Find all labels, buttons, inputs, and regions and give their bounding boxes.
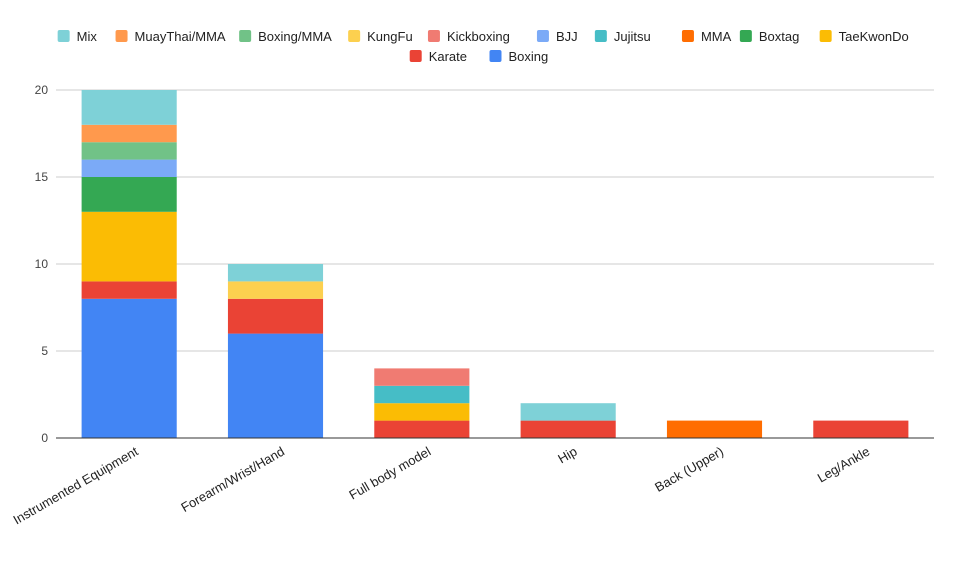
- bar-leg-ankle-karate[interactable]: [813, 420, 909, 438]
- legend-item-muaythai-mma[interactable]: MuayThai/MMA: [115, 29, 226, 44]
- bar-full-body-model-kickboxing[interactable]: [374, 368, 470, 386]
- legend-label: Boxing: [509, 49, 549, 64]
- bar-instrumented-equipment-boxtag[interactable]: [81, 177, 177, 212]
- bar-instrumented-equipment-karate[interactable]: [81, 281, 177, 299]
- legend-swatch: [239, 30, 252, 42]
- legend-swatch: [409, 50, 422, 62]
- legend-item-kungfu[interactable]: KungFu: [348, 29, 413, 44]
- bar-forearm-wrist-hand-kungfu[interactable]: [227, 281, 324, 299]
- y-tick-label: 20: [35, 83, 49, 97]
- bar-instrumented-equipment-mix[interactable]: [81, 90, 177, 125]
- legend-label: Jujitsu: [614, 29, 651, 44]
- legend-label: Kickboxing: [447, 29, 510, 44]
- legend-item-mix[interactable]: Mix: [57, 29, 98, 44]
- legend-item-jujitsu[interactable]: Jujitsu: [594, 29, 651, 44]
- legend-swatch: [115, 30, 128, 42]
- bar-full-body-model-karate[interactable]: [374, 420, 470, 438]
- x-axis: Instrumented Equipment Forearm/Wrist/Hand…: [11, 437, 934, 527]
- bar-full-body-model-jujitsu[interactable]: [374, 385, 470, 404]
- bar-instrumented-equipment-boxing-mma[interactable]: [81, 142, 177, 160]
- x-tick-label-hip: Hip: [555, 444, 579, 467]
- bars: [81, 90, 909, 438]
- x-tick-label-instrumented-equipment: Instrumented Equipment: [11, 443, 141, 527]
- x-tick-label-full-body-model: Full body model: [346, 444, 433, 503]
- bar-forearm-wrist-hand-karate[interactable]: [227, 298, 324, 334]
- legend-label: MuayThai/MMA: [135, 29, 226, 44]
- legend-swatch: [427, 30, 440, 42]
- x-tick-label-forearm-wrist-hand: Forearm/Wrist/Hand: [178, 444, 287, 515]
- legend-swatch: [739, 30, 752, 42]
- legend-swatch: [819, 30, 832, 42]
- legend-swatch: [594, 30, 607, 42]
- bar-instrumented-equipment-taekwondo[interactable]: [81, 211, 177, 282]
- legend-item-kickboxing[interactable]: Kickboxing: [427, 29, 510, 44]
- y-tick-label: 0: [41, 431, 48, 445]
- y-tick-label: 5: [41, 344, 48, 358]
- bar-instrumented-equipment-muaythai-mma[interactable]: [81, 124, 177, 143]
- bar-back-upper-mma[interactable]: [666, 420, 763, 438]
- x-tick-label-leg-ankle: Leg/Ankle: [815, 444, 873, 486]
- y-tick-label: 15: [35, 170, 49, 184]
- bar-full-body-model-taekwondo[interactable]: [374, 403, 470, 421]
- legend-label: MMA: [701, 29, 732, 44]
- x-tick-label-back-upper: Back (Upper): [652, 444, 726, 495]
- legend-item-mma[interactable]: MMA: [681, 29, 732, 44]
- legend-item-taekwondo[interactable]: TaeKwonDo: [819, 29, 909, 44]
- legend-item-boxtag[interactable]: Boxtag: [739, 29, 799, 44]
- legend-item-boxing[interactable]: Boxing: [489, 49, 549, 64]
- legend-item-karate[interactable]: Karate: [409, 49, 467, 64]
- legend-label: Karate: [429, 49, 467, 64]
- legend-label: Boxing/MMA: [258, 29, 332, 44]
- bar-forearm-wrist-hand-boxing[interactable]: [227, 333, 324, 438]
- legend-label: Mix: [77, 29, 98, 44]
- bar-hip-karate[interactable]: [520, 420, 616, 438]
- y-axis: 0 5 10 15 20: [35, 83, 49, 445]
- bar-instrumented-equipment-bjj[interactable]: [81, 159, 177, 177]
- legend-label: TaeKwonDo: [839, 29, 909, 44]
- legend-swatch: [348, 30, 361, 42]
- legend-swatch: [681, 30, 694, 42]
- legend-item-boxing-mma[interactable]: Boxing/MMA: [239, 29, 332, 44]
- legend-swatch: [489, 50, 502, 62]
- legend-label: KungFu: [367, 29, 413, 44]
- legend-item-bjj[interactable]: BJJ: [536, 29, 578, 44]
- y-tick-label: 10: [35, 257, 49, 271]
- legend-label: BJJ: [556, 29, 578, 44]
- bar-hip-mix[interactable]: [520, 403, 616, 421]
- gridlines: [56, 89, 934, 352]
- legend-swatch: [57, 30, 70, 42]
- legend: Mix MuayThai/MMA Boxing/MMA KungFu Kickboxin…: [57, 29, 909, 64]
- bar-instrumented-equipment-boxing[interactable]: [81, 298, 177, 438]
- legend-label: Boxtag: [759, 29, 799, 44]
- bar-forearm-wrist-hand-mix[interactable]: [227, 264, 324, 282]
- legend-swatch: [536, 30, 549, 42]
